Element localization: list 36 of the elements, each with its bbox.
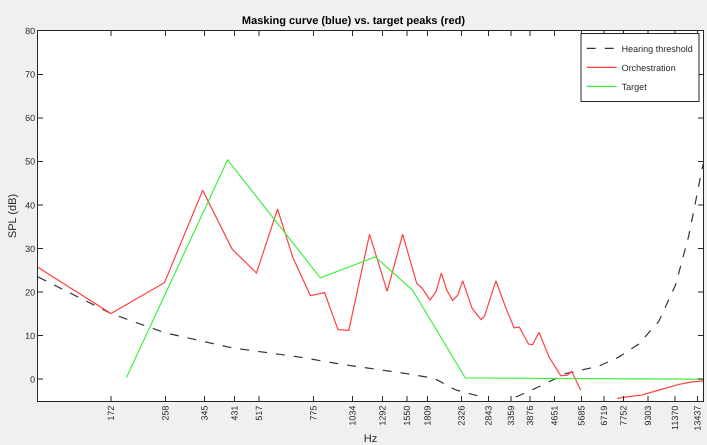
x-tick-label: 775 xyxy=(308,406,318,421)
y-tick-label: 70 xyxy=(25,70,36,80)
y-tick-label: 50 xyxy=(25,156,36,167)
x-tick-label: 258 xyxy=(160,406,170,421)
y-tick-label: 0 xyxy=(30,374,36,384)
x-axis-title: Hz xyxy=(364,432,378,445)
x-tick-label: 13437 xyxy=(692,406,702,431)
x-tick-label: 7752 xyxy=(618,406,628,426)
x-tick-label: 2843 xyxy=(483,406,494,426)
x-tick-label: 3359 xyxy=(506,406,516,426)
legend-label: Hearing threshold xyxy=(622,44,693,54)
x-tick-label: 431 xyxy=(230,406,240,421)
y-tick-label: 80 xyxy=(25,26,36,36)
x-tick-label: 6719 xyxy=(599,406,610,426)
x-tick-label: 1292 xyxy=(377,406,388,426)
legend-label: Target xyxy=(622,82,648,92)
x-tick-label: 1550 xyxy=(402,406,412,426)
x-tick-label: 1809 xyxy=(422,406,433,426)
x-tick-label: 5685 xyxy=(576,406,587,426)
y-tick-label: 10 xyxy=(25,330,36,341)
x-tick-label: 9303 xyxy=(642,406,653,426)
x-tick-label: 1034 xyxy=(347,406,358,426)
chart-title: Masking curve (blue) vs. target peaks (red) xyxy=(242,14,466,27)
x-tick-label: 4651 xyxy=(550,406,560,426)
x-tick-label: 3876 xyxy=(525,406,536,426)
y-tick-label: 60 xyxy=(25,113,36,124)
x-tick-label: 345 xyxy=(200,406,210,421)
x-tick-label: 172 xyxy=(106,406,116,421)
x-tick-label: 517 xyxy=(254,406,264,421)
y-tick-label: 40 xyxy=(25,200,36,210)
x-tick-label: 2326 xyxy=(456,406,466,426)
y-tick-label: 30 xyxy=(25,244,36,254)
y-axis-title: SPL (dB) xyxy=(6,194,19,238)
y-tick-label: 20 xyxy=(25,287,36,298)
legend-label: Orchestration xyxy=(622,62,676,73)
x-tick-label: 11370 xyxy=(670,406,680,430)
